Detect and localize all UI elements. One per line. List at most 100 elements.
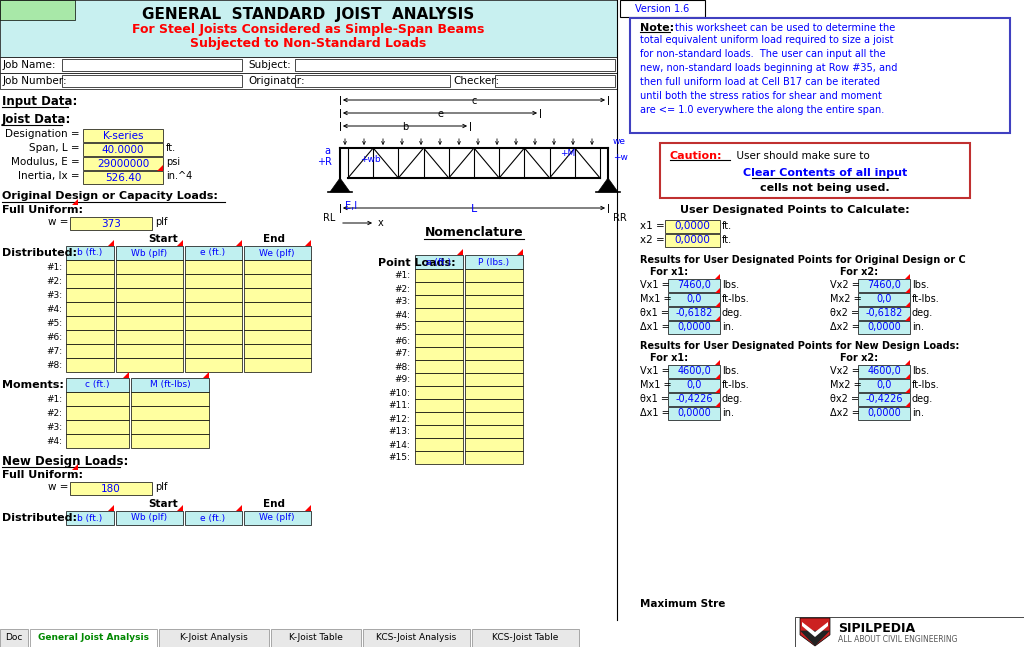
Bar: [465, 308, 523, 321]
Bar: [131, 420, 209, 434]
Text: For x2:: For x2:: [840, 353, 879, 363]
Bar: [415, 255, 463, 269]
Bar: [465, 451, 523, 464]
Text: Designation =: Designation =: [5, 129, 80, 139]
Text: Results for User Designated Points for Original Design or C: Results for User Designated Points for O…: [640, 255, 966, 265]
Text: Modulus, E =: Modulus, E =: [11, 157, 80, 167]
Polygon shape: [236, 505, 242, 511]
Polygon shape: [905, 402, 910, 407]
Bar: [465, 425, 523, 438]
Text: Wb (plf): Wb (plf): [131, 248, 167, 258]
Bar: [116, 316, 183, 330]
Bar: [0, 629, 28, 647]
Text: lbs.: lbs.: [912, 366, 929, 376]
Text: RL: RL: [323, 213, 335, 223]
Text: +M: +M: [560, 149, 575, 157]
Polygon shape: [108, 505, 114, 511]
Bar: [472, 629, 579, 647]
Bar: [62, 59, 242, 71]
Polygon shape: [108, 240, 114, 246]
Bar: [415, 399, 463, 412]
Bar: [159, 629, 269, 647]
Bar: [116, 246, 183, 260]
Text: Δx1 =: Δx1 =: [640, 408, 670, 418]
Bar: [795, 617, 1024, 647]
Text: Caution:: Caution:: [670, 151, 723, 161]
Bar: [0, 0, 75, 20]
Text: x: x: [378, 218, 384, 228]
Bar: [665, 220, 720, 233]
Bar: [244, 274, 311, 288]
Bar: [185, 316, 242, 330]
Bar: [415, 334, 463, 347]
Bar: [295, 75, 450, 87]
Text: 29000000: 29000000: [97, 159, 150, 169]
Text: #3:: #3:: [46, 422, 62, 432]
Bar: [185, 288, 242, 302]
Text: Clear Contents of all input: Clear Contents of all input: [742, 168, 907, 178]
Polygon shape: [123, 372, 129, 378]
Text: Vx1 =: Vx1 =: [640, 366, 670, 376]
Bar: [858, 379, 910, 392]
Bar: [415, 360, 463, 373]
Bar: [630, 18, 1010, 133]
Text: 0,0000: 0,0000: [677, 408, 711, 418]
Bar: [244, 330, 311, 344]
Text: Originator:: Originator:: [248, 76, 304, 86]
Polygon shape: [905, 374, 910, 379]
Text: #14:: #14:: [388, 441, 410, 450]
Bar: [66, 316, 114, 330]
Text: 0,0000: 0,0000: [677, 322, 711, 332]
Bar: [465, 386, 523, 399]
Text: ft-lbs.: ft-lbs.: [912, 294, 940, 304]
Text: a: a: [324, 146, 330, 156]
Bar: [271, 629, 361, 647]
Bar: [858, 293, 910, 306]
Text: ft.: ft.: [722, 221, 732, 231]
Bar: [295, 59, 615, 71]
Text: -0,6182: -0,6182: [865, 308, 903, 318]
Text: #4:: #4:: [46, 305, 62, 314]
Text: Version 1.6: Version 1.6: [635, 4, 689, 14]
Bar: [665, 234, 720, 247]
Text: For x1:: For x1:: [650, 267, 688, 277]
Text: c (ft.): c (ft.): [85, 380, 110, 389]
Text: Checker:: Checker:: [453, 76, 499, 86]
Bar: [415, 295, 463, 308]
Text: Maximum Stre: Maximum Stre: [640, 599, 725, 609]
Text: b: b: [401, 122, 409, 132]
Text: ft-lbs.: ft-lbs.: [722, 294, 750, 304]
Text: Vx2 =: Vx2 =: [830, 366, 860, 376]
Text: #12:: #12:: [388, 415, 410, 424]
Polygon shape: [457, 249, 463, 255]
Text: 0,0: 0,0: [686, 380, 701, 390]
Text: End: End: [263, 234, 285, 244]
Bar: [116, 302, 183, 316]
Bar: [415, 269, 463, 282]
Text: in.: in.: [722, 408, 734, 418]
Text: Results for User Designated Points for New Design Loads:: Results for User Designated Points for N…: [640, 341, 959, 351]
Text: Joist Data:: Joist Data:: [2, 113, 72, 126]
Text: Note:: Note:: [640, 23, 674, 33]
Bar: [185, 330, 242, 344]
Text: Inertia, Ix =: Inertia, Ix =: [18, 171, 80, 181]
Bar: [244, 316, 311, 330]
Text: K-Joist Table: K-Joist Table: [289, 633, 343, 642]
Text: Distributed:: Distributed:: [2, 248, 77, 258]
Bar: [131, 392, 209, 406]
Text: 0,0: 0,0: [877, 294, 892, 304]
Text: #7:: #7:: [394, 349, 410, 358]
Polygon shape: [72, 464, 78, 470]
Polygon shape: [905, 302, 910, 307]
Text: New Design Loads:: New Design Loads:: [2, 454, 128, 468]
Bar: [465, 373, 523, 386]
Text: General Joist Analysis: General Joist Analysis: [38, 633, 148, 642]
Text: +w: +w: [613, 153, 628, 162]
Polygon shape: [715, 274, 720, 279]
Bar: [70, 217, 152, 230]
Text: 7460,0: 7460,0: [677, 280, 711, 290]
Text: e: e: [437, 109, 443, 119]
Text: lbs.: lbs.: [722, 280, 739, 290]
Text: M (ft-lbs): M (ft-lbs): [150, 380, 190, 389]
Text: SIPILPEDIA: SIPILPEDIA: [838, 622, 915, 635]
